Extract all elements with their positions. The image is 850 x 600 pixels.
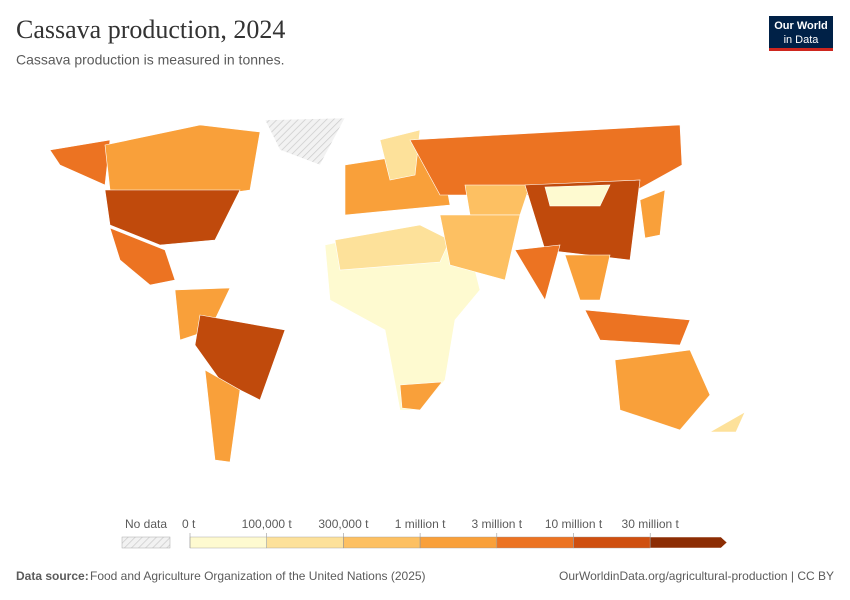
- world-map: [49, 117, 746, 463]
- logo-bar: [769, 48, 833, 51]
- legend-tick-label: 30 million t: [622, 517, 680, 531]
- south-africa[interactable]: [399, 381, 443, 411]
- legend-tick-label: 10 million t: [545, 517, 603, 531]
- legend: No data 0 t 100,000 t 300,000 t 1 million t…: [121, 517, 728, 549]
- new-zealand[interactable]: [708, 411, 746, 433]
- legend-tick-label: 300,000 t: [318, 517, 369, 531]
- scandinavia[interactable]: [379, 129, 421, 181]
- source: Food and Agriculture Organization of the…: [90, 569, 426, 583]
- source-url[interactable]: OurWorldinData.org/agricultural-producti…: [559, 569, 834, 583]
- canada[interactable]: [104, 124, 261, 196]
- legend-tick-label: 1 million t: [395, 517, 446, 531]
- logo[interactable]: Our World in Data: [769, 16, 833, 51]
- legend-tick-label: 0 t: [182, 517, 196, 531]
- legend-swatch: [419, 536, 498, 549]
- logo-text: in Data: [784, 34, 820, 46]
- title: Cassava production, 2024: [16, 15, 285, 44]
- australia[interactable]: [614, 349, 711, 431]
- legend-swatch: [573, 536, 651, 549]
- legend-tick-label: 3 million t: [471, 517, 522, 531]
- legend-swatch: [189, 536, 267, 549]
- logo-box[interactable]: [769, 16, 833, 50]
- legend-swatch: [266, 536, 344, 549]
- legend-swatch: [496, 536, 574, 549]
- kazakhstan[interactable]: [464, 184, 531, 216]
- source-label: Data source:: [16, 569, 89, 583]
- alaska[interactable]: [49, 139, 111, 186]
- middle-east[interactable]: [439, 214, 521, 281]
- mongolia[interactable]: [544, 184, 611, 207]
- usa[interactable]: [104, 189, 241, 246]
- indonesia[interactable]: [584, 309, 691, 346]
- mexico[interactable]: [109, 227, 176, 286]
- no-data-label: No data: [125, 517, 167, 531]
- india[interactable]: [514, 244, 561, 301]
- subtitle: Cassava production is measured in tonnes…: [16, 52, 284, 68]
- legend-swatch: [343, 536, 421, 549]
- north-africa[interactable]: [334, 224, 451, 271]
- no-data-swatch: [121, 536, 171, 549]
- southeast-asia[interactable]: [564, 254, 611, 301]
- legend-swatch: [649, 536, 728, 549]
- japan[interactable]: [639, 189, 666, 239]
- southern-cone[interactable]: [204, 369, 241, 463]
- greenland[interactable]: [264, 117, 346, 166]
- logo-text: Our World: [774, 20, 828, 32]
- legend-tick-label: 100,000 t: [242, 517, 293, 531]
